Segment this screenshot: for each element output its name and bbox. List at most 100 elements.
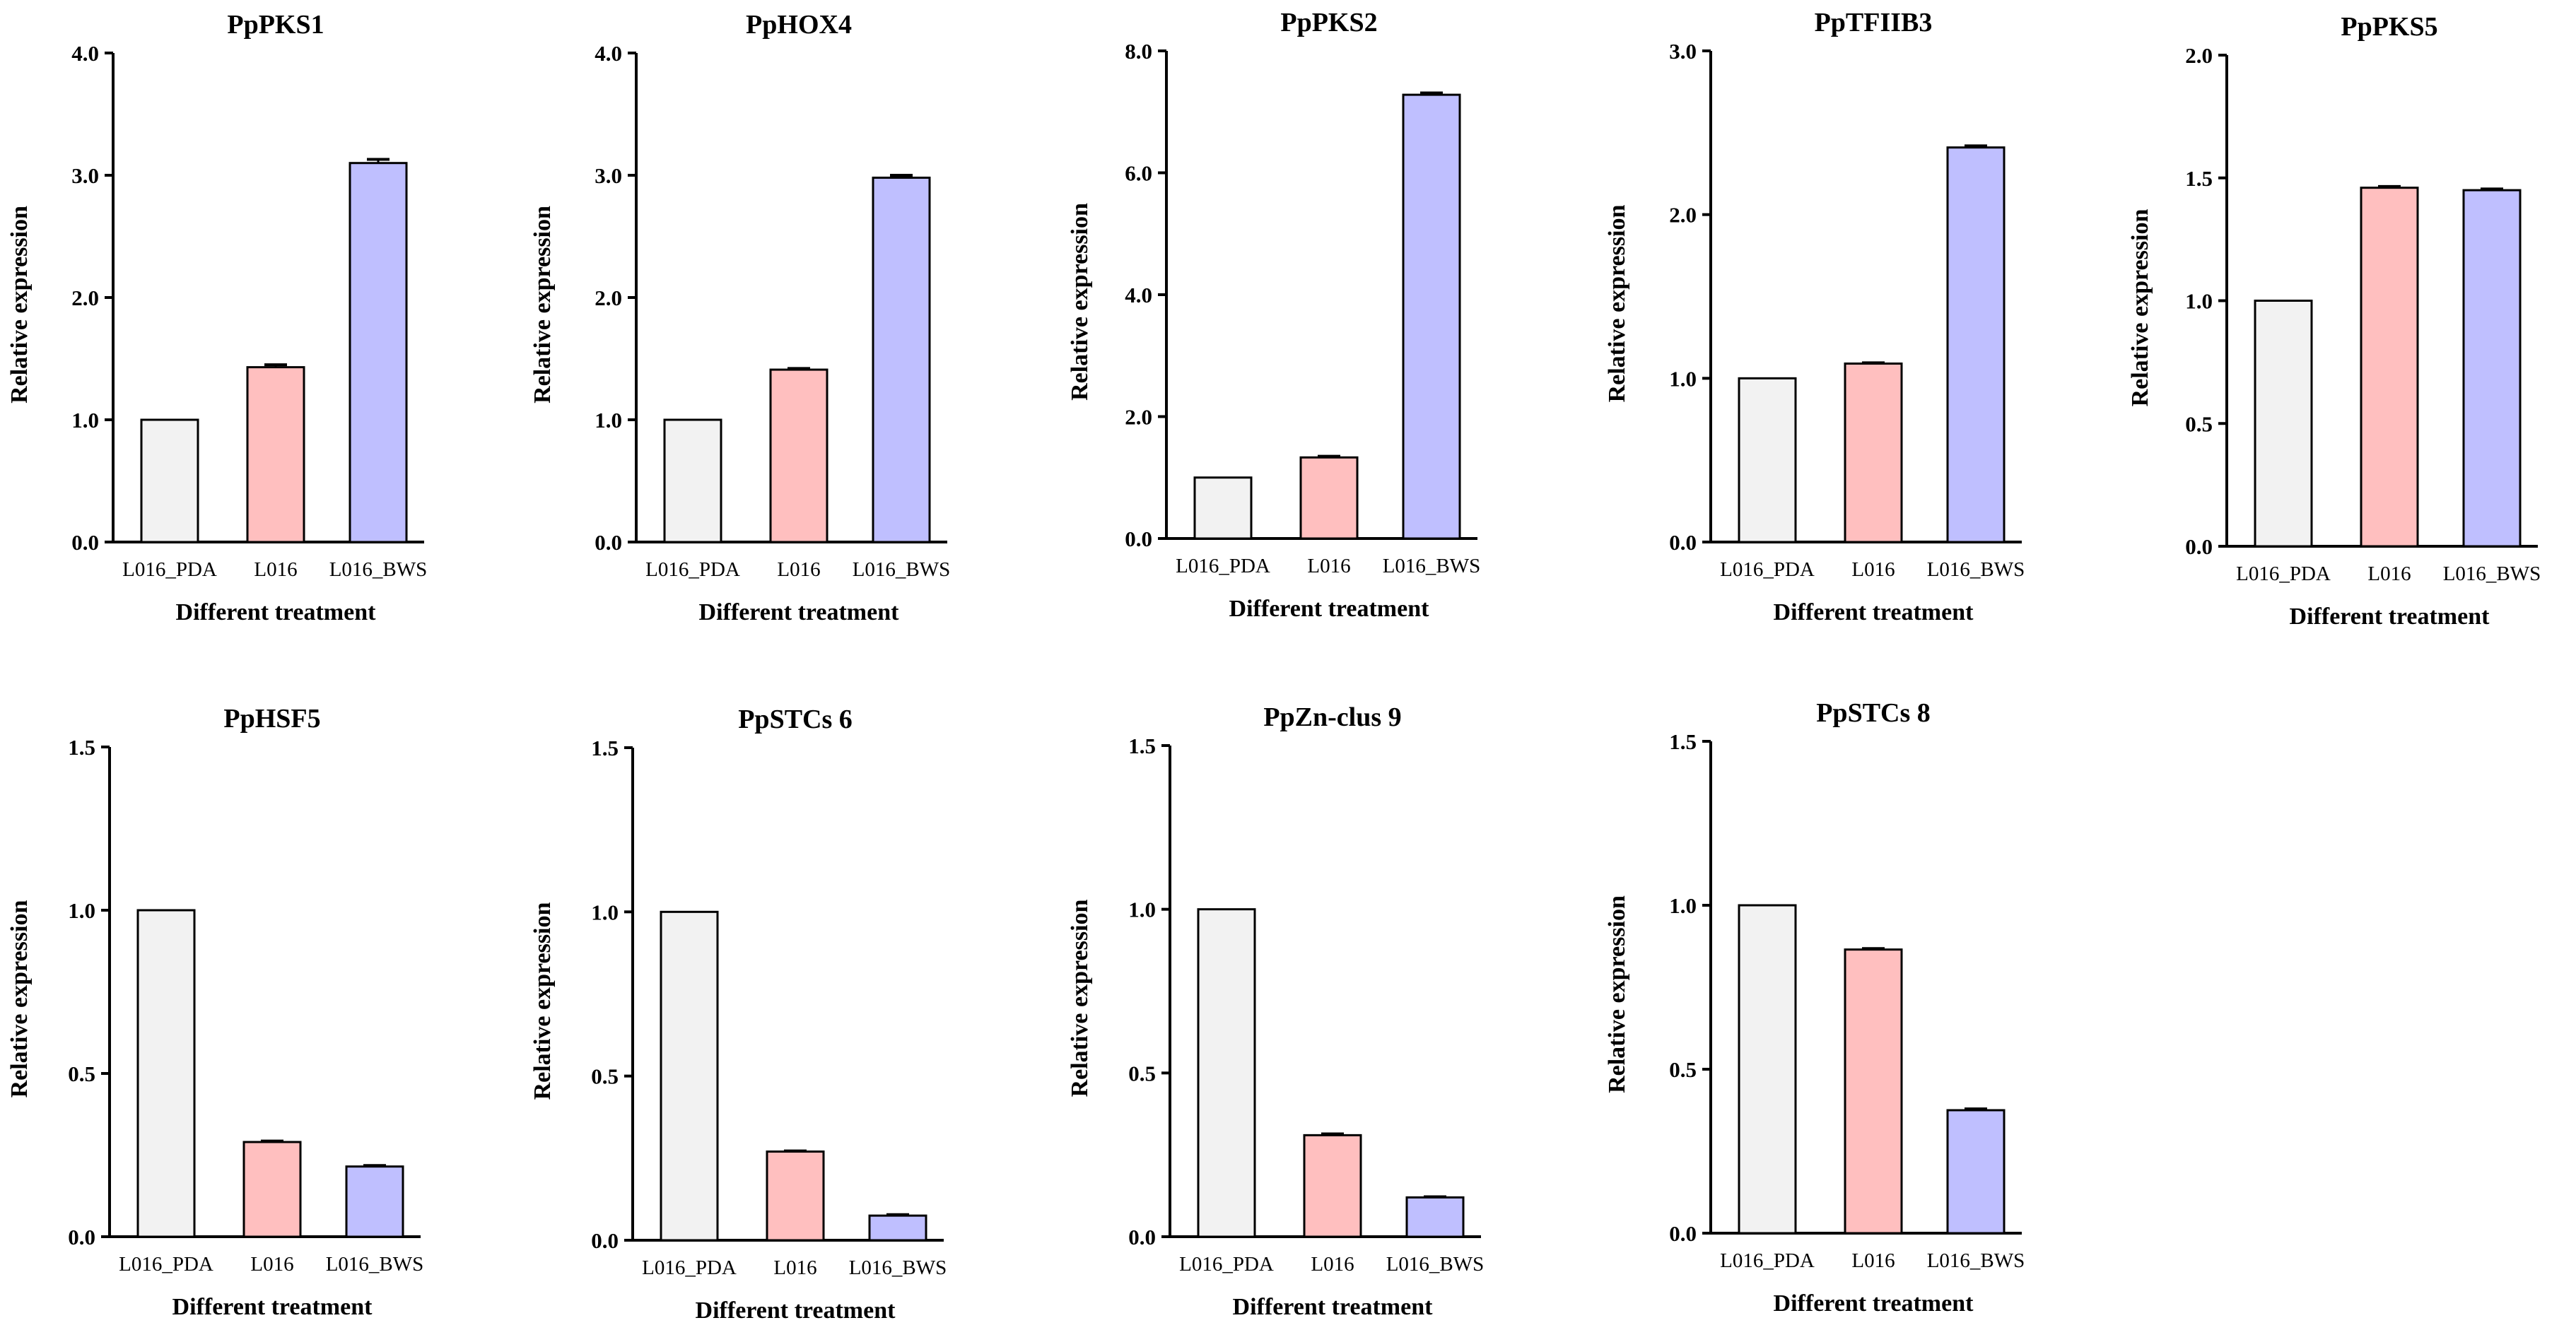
bar-l016-bws bbox=[1946, 1109, 2006, 1235]
y-tick-label: 0.0 bbox=[2185, 534, 2213, 559]
y-tick-label: 0.0 bbox=[1669, 1221, 1697, 1246]
chart-title: PpSTCs 6 bbox=[738, 705, 853, 734]
y-axis-label: Relative expression bbox=[2127, 208, 2153, 406]
x-tick-label: L016_PDA bbox=[1176, 555, 1270, 577]
y-tick-label: 1.5 bbox=[1669, 729, 1697, 754]
x-tick-label: L016 bbox=[1311, 1253, 1354, 1276]
x-tick-label: L016 bbox=[1307, 555, 1350, 577]
x-tick-label: L016_PDA bbox=[1179, 1253, 1274, 1276]
x-tick-label: L016_BWS bbox=[1927, 1249, 2025, 1272]
chart-panel-3: PpPKS2 0.0 2.0 4.0 6.0 8.0 L016_PDA L016 L016_BW… bbox=[1067, 8, 1480, 622]
bar-l016 bbox=[246, 366, 305, 543]
y-tick-label: 0.0 bbox=[68, 1225, 95, 1249]
x-axis-label: Different treatment bbox=[1229, 596, 1430, 622]
bar-l016 bbox=[242, 1141, 302, 1238]
y-tick-label: 0.5 bbox=[1669, 1057, 1697, 1082]
x-tick-label: L016 bbox=[777, 558, 820, 581]
y-tick-label: 1.0 bbox=[1128, 897, 1156, 922]
y-tick-label: 6.0 bbox=[1125, 161, 1152, 186]
y-tick-label: 0.5 bbox=[591, 1064, 619, 1089]
x-tick-label: L016_BWS bbox=[849, 1256, 947, 1279]
bar-l016 bbox=[2360, 187, 2419, 548]
x-tick-label: L016 bbox=[773, 1256, 816, 1279]
x-tick-label: L016_BWS bbox=[1927, 558, 2025, 581]
y-tick-label: 2.0 bbox=[2185, 43, 2213, 68]
x-tick-label: L016_PDA bbox=[2236, 563, 2331, 585]
y-tick-label: 1.0 bbox=[2185, 289, 2213, 314]
y-tick-label: 4.0 bbox=[595, 41, 622, 66]
y-tick-label: 0.5 bbox=[2185, 411, 2213, 436]
x-axis-label: Different treatment bbox=[1774, 1290, 1974, 1317]
y-tick-label: 3.0 bbox=[595, 163, 622, 188]
bar-l016-bws bbox=[1946, 146, 2006, 543]
bar-l016-pda bbox=[136, 909, 196, 1238]
y-tick-label: 1.5 bbox=[68, 735, 95, 760]
x-tick-label: L016_PDA bbox=[119, 1253, 213, 1276]
y-tick-label: 1.0 bbox=[595, 408, 622, 432]
y-tick-label: 1.0 bbox=[1669, 366, 1697, 391]
x-axis-label: Different treatment bbox=[2290, 604, 2490, 630]
x-axis-label: Different treatment bbox=[696, 1297, 896, 1324]
bar-l016-bws bbox=[2462, 189, 2522, 548]
bar-l016-bws bbox=[868, 1214, 927, 1242]
bar-l016-bws bbox=[872, 176, 931, 543]
bar-l016 bbox=[766, 1150, 825, 1242]
x-tick-label: L016 bbox=[2367, 563, 2411, 585]
y-tick-label: 0.0 bbox=[1128, 1225, 1156, 1249]
chart-title: PpPKS5 bbox=[2341, 12, 2437, 42]
y-tick-label: 2.0 bbox=[1669, 203, 1697, 228]
chart-title: PpZn-clus 9 bbox=[1263, 702, 1401, 732]
y-axis-label: Relative expression bbox=[6, 900, 33, 1097]
y-tick-label: 2.0 bbox=[595, 286, 622, 310]
bar-l016 bbox=[1844, 362, 1903, 543]
y-tick-label: 1.0 bbox=[68, 898, 95, 923]
bar-l016-pda bbox=[660, 910, 719, 1242]
bar-l016-pda bbox=[1193, 476, 1253, 540]
bar-l016-pda bbox=[140, 418, 199, 543]
x-tick-label: L016_BWS bbox=[1386, 1253, 1485, 1276]
x-tick-label: L016 bbox=[1851, 558, 1895, 581]
bar-l016-pda bbox=[1738, 904, 1797, 1235]
y-tick-label: 3.0 bbox=[1669, 39, 1697, 64]
chart-panel-7: PpSTCs 6 0.0 0.5 1.0 1.5 L016_PDA L016 L016_BWS… bbox=[529, 705, 947, 1324]
bar-l016-bws bbox=[349, 162, 408, 543]
x-axis-label: Different treatment bbox=[1774, 599, 1974, 625]
y-tick-label: 3.0 bbox=[71, 163, 99, 188]
chart-panel-4: PpTFIIB3 0.0 1.0 2.0 3.0 L016_PDA L016 L016_BWS… bbox=[1604, 8, 2025, 625]
y-tick-label: 0.0 bbox=[1669, 530, 1697, 555]
x-tick-label: L016_PDA bbox=[642, 1256, 737, 1279]
chart-panel-8: PpZn-clus 9 0.0 0.5 1.0 1.5 L016_PDA L016 L016_… bbox=[1067, 702, 1484, 1320]
y-axis-label: Relative expression bbox=[1604, 204, 1630, 402]
y-tick-label: 8.0 bbox=[1125, 39, 1152, 64]
bar-l016-pda bbox=[2254, 300, 2313, 548]
y-tick-label: 0.0 bbox=[71, 530, 99, 555]
chart-title: PpPKS1 bbox=[227, 10, 324, 40]
x-tick-label: L016_BWS bbox=[2443, 563, 2541, 585]
y-tick-label: 1.0 bbox=[591, 900, 619, 924]
x-tick-label: L016 bbox=[1851, 1249, 1895, 1272]
x-tick-label: L016_PDA bbox=[1720, 558, 1815, 581]
bar-l016 bbox=[769, 368, 829, 543]
y-axis-label: Relative expression bbox=[529, 206, 556, 404]
bar-l016-pda bbox=[1197, 908, 1256, 1238]
y-axis-label: Relative expression bbox=[1067, 899, 1093, 1097]
x-tick-label: L016_BWS bbox=[1383, 555, 1481, 577]
x-axis-label: Different treatment bbox=[176, 599, 377, 625]
y-tick-label: 1.0 bbox=[1669, 893, 1697, 918]
y-tick-label: 1.5 bbox=[1128, 734, 1156, 758]
chart-panel-2: PpHOX4 0.0 1.0 2.0 3.0 4.0 L016_PDA L016 L016_BW… bbox=[529, 10, 950, 625]
chart-panel-6: PpHSF5 0.0 0.5 1.0 1.5 L016_PDA L016 L016_BWS Di… bbox=[6, 704, 423, 1320]
x-axis-label: Different treatment bbox=[699, 599, 900, 625]
y-tick-label: 0.5 bbox=[1128, 1061, 1156, 1085]
chart-panel-1: PpPKS1 0.0 1.0 2.0 3.0 4.0 L016_PDA L016 L016_BW… bbox=[6, 10, 427, 625]
bar-l016 bbox=[1844, 948, 1903, 1235]
y-tick-label: 0.0 bbox=[591, 1228, 619, 1253]
x-tick-label: L016_BWS bbox=[853, 558, 951, 581]
x-axis-label: Different treatment bbox=[172, 1294, 373, 1320]
chart-panel-9: PpSTCs 8 0.0 0.5 1.0 1.5 L016_PDA L016 L016_BWS… bbox=[1604, 698, 2025, 1317]
chart-title: PpHSF5 bbox=[223, 704, 320, 734]
y-tick-label: 0.0 bbox=[595, 530, 622, 555]
y-tick-label: 4.0 bbox=[1125, 283, 1152, 307]
y-tick-label: 2.0 bbox=[1125, 405, 1152, 430]
